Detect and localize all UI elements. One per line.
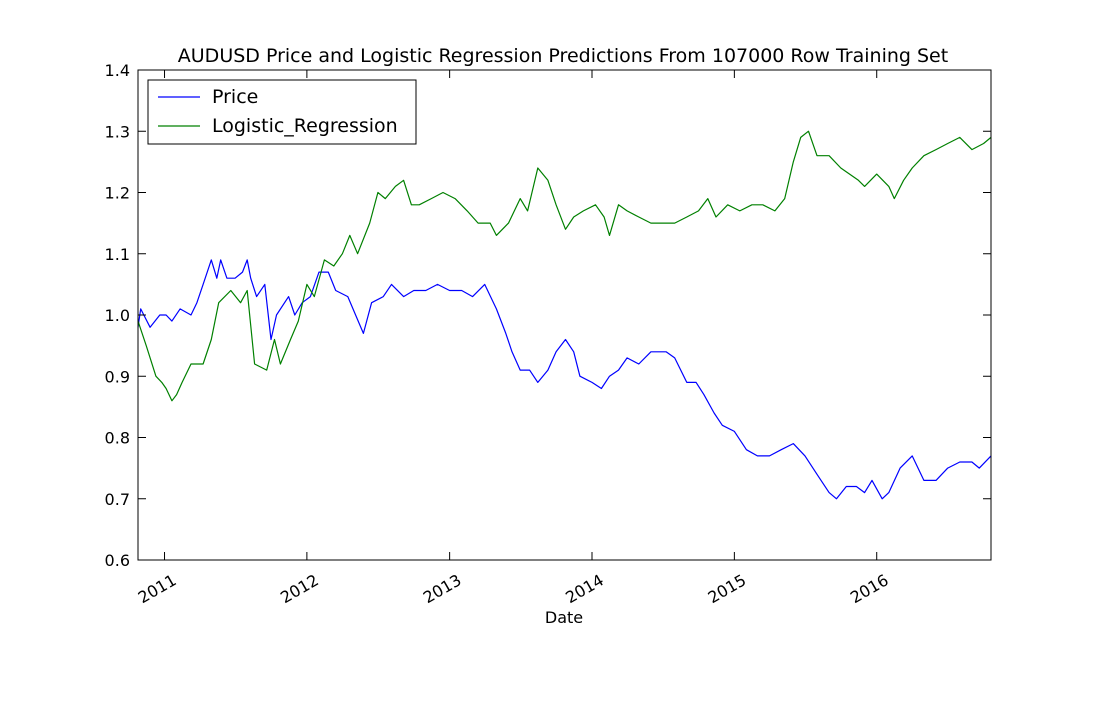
y-tick-label: 1.3 <box>105 122 130 141</box>
legend-frame <box>147 79 417 145</box>
legend-label-price: Price <box>212 86 258 108</box>
chart-title: AUDUSD Price and Logistic Regression Pre… <box>178 45 948 67</box>
x-axis-label: Date <box>545 608 583 627</box>
y-tick-label: 1.0 <box>105 306 130 325</box>
series-line-price <box>137 259 992 500</box>
y-tick-label: 1.4 <box>105 61 130 80</box>
y-tick-label: 0.6 <box>105 551 130 570</box>
legend: Price Logistic_Regression <box>147 79 417 145</box>
series-layer <box>137 130 992 500</box>
series-line-logistic-regression <box>137 130 992 402</box>
legend-label-logistic-regression: Logistic_Regression <box>212 115 398 137</box>
y-tick-label: 1.2 <box>105 184 130 203</box>
y-tick-label: 0.7 <box>105 490 130 509</box>
y-tick-label: 0.9 <box>105 367 130 386</box>
y-axis: 0.6 0.7 0.8 0.9 1.0 1.1 1.2 1.3 1.4 <box>105 61 991 570</box>
y-tick-label: 1.1 <box>105 245 130 264</box>
y-tick-label: 0.8 <box>105 429 130 448</box>
